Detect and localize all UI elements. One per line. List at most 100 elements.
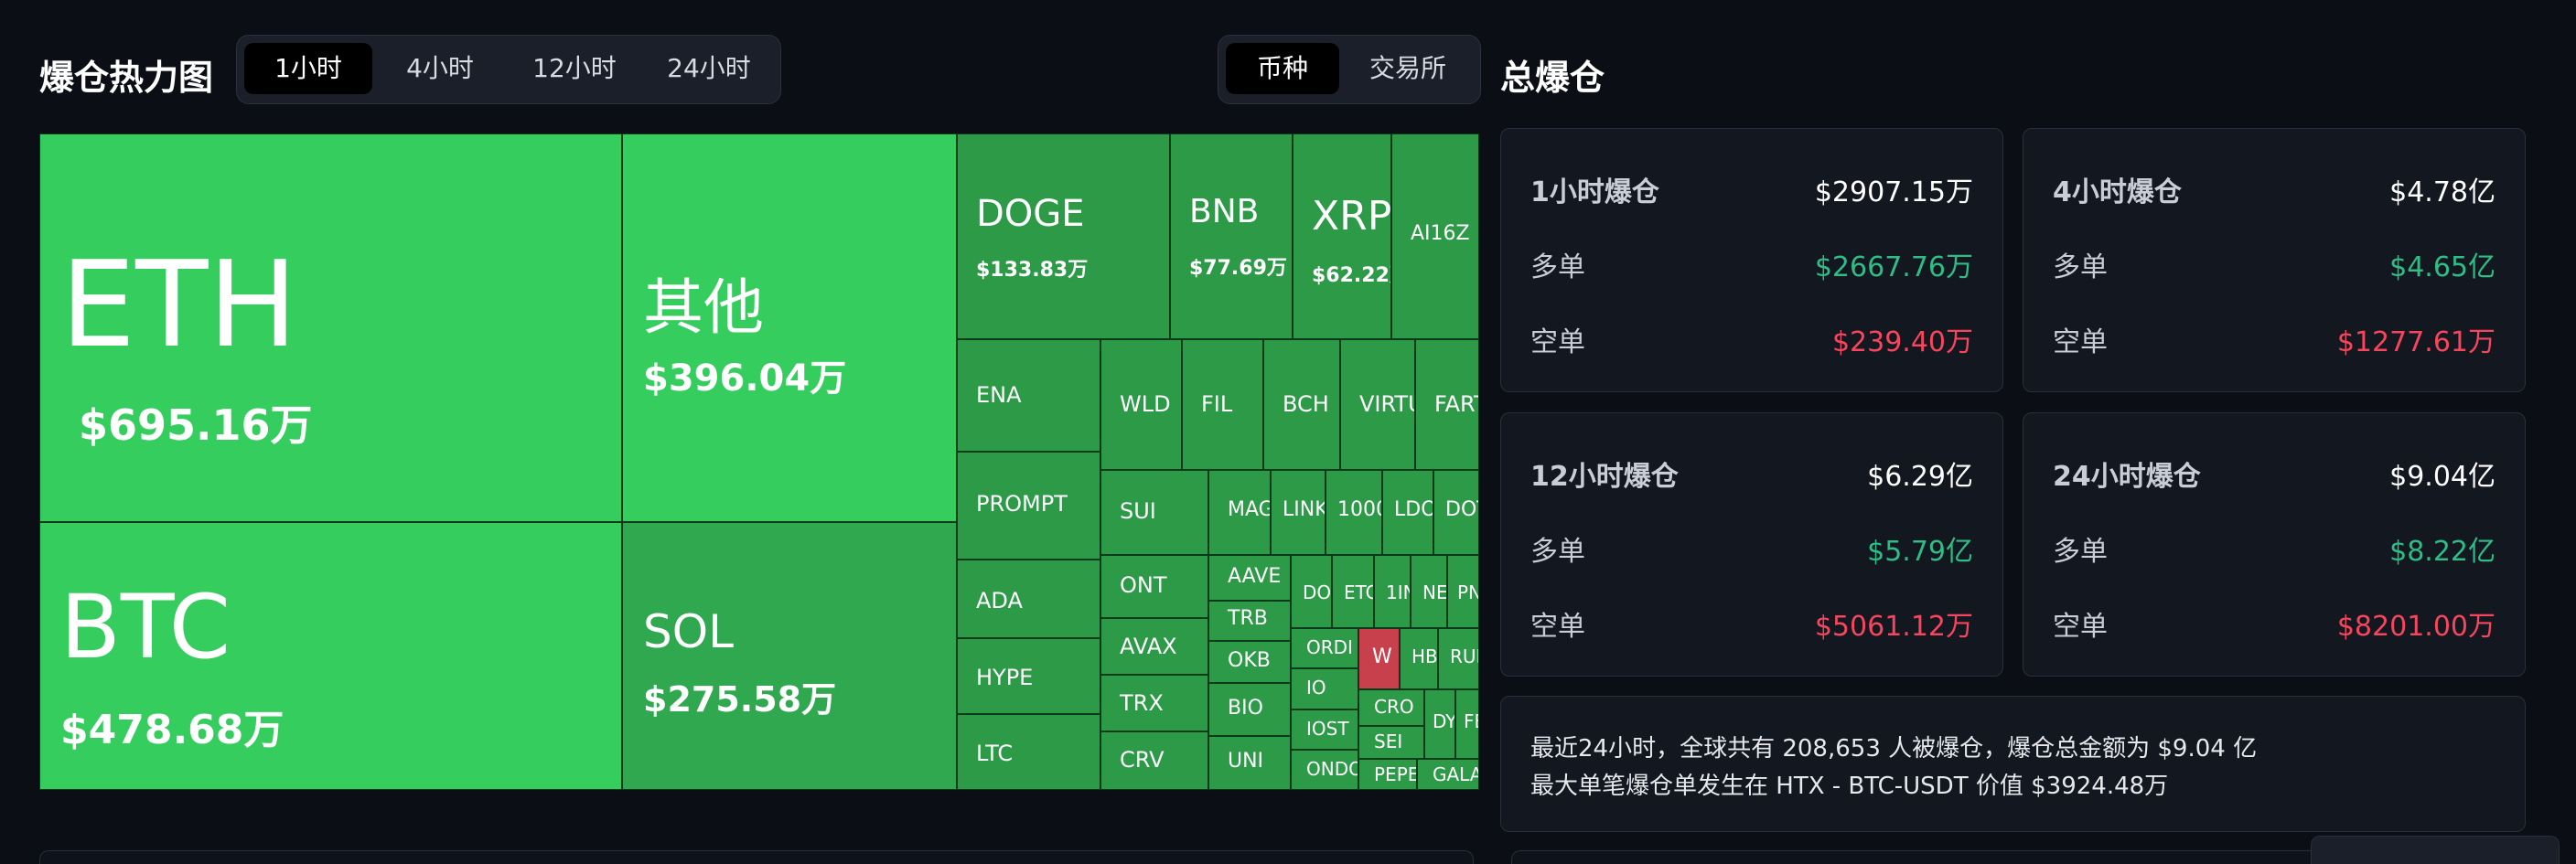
long-value: $5.79亿 <box>1867 536 1973 568</box>
heatmap-tile-doge[interactable]: DOGE $133.83万 <box>957 133 1170 339</box>
heatmap-tile-fil[interactable]: FIL <box>1182 339 1263 470</box>
tile-symbol: 1INCH <box>1386 581 1410 603</box>
heatmap-tile-sui[interactable]: SUI <box>1100 470 1208 555</box>
heatmap-tile-ont[interactable]: ONT <box>1100 555 1208 618</box>
heatmap-tile-io[interactable]: IO <box>1291 668 1358 709</box>
period-label: 4小时爆仓 <box>2053 176 2182 208</box>
liquidation-heatmap: ETH $695.16万 BTC $478.68万 其他 $396.04万 SOL $275.… <box>39 133 1479 790</box>
heatmap-tile-iost[interactable]: IOST <box>1291 709 1358 750</box>
heatmap-tile-okb[interactable]: OKB <box>1208 641 1291 683</box>
tile-symbol: SOL <box>643 605 734 658</box>
heatmap-tile-pepe[interactable]: PEPE <box>1358 759 1417 790</box>
heatmap-tile-pnut[interactable]: PNUT <box>1447 555 1479 628</box>
tab-coin[interactable]: 币种 <box>1226 43 1339 94</box>
heatmap-tile-avax[interactable]: AVAX <box>1100 618 1208 675</box>
tile-symbol: NEAR <box>1422 581 1447 603</box>
note-line-2: 最大单笔爆仓单发生在 HTX - BTC-USDT 价值 $3924.48万 <box>1530 773 2169 800</box>
tab-4h[interactable]: 4小时 <box>406 53 474 83</box>
short-value: $239.40万 <box>1831 326 1973 358</box>
heatmap-tile-sei[interactable]: SEI <box>1358 726 1424 759</box>
tile-symbol: BNB <box>1189 193 1260 230</box>
note-line-1: 最近24小时，全球共有 208,653 人被爆仓，爆仓总金额为 $9.04 亿 <box>1530 735 2258 763</box>
summary-title: 总爆仓 <box>1500 58 1605 98</box>
heatmap-tile-crv[interactable]: CRV <box>1100 731 1208 790</box>
tile-symbol: AAVE <box>1228 565 1282 588</box>
group-by-tabs: 币种 交易所 <box>1218 35 1481 104</box>
heatmap-tile-gala[interactable]: GALA <box>1417 759 1479 790</box>
heatmap-tile-trx[interactable]: TRX <box>1100 675 1208 731</box>
tile-symbol: HBAR <box>1411 645 1438 667</box>
heatmap-tile-eth[interactable]: ETH $695.16万 <box>39 133 622 522</box>
tile-symbol: 1000PEPE <box>1337 498 1381 521</box>
heatmap-tile-dot[interactable]: DOT <box>1433 470 1479 555</box>
heatmap-tile-near[interactable]: NEAR <box>1411 555 1447 628</box>
short-label: 空单 <box>2053 611 2108 643</box>
tile-symbol: ENA <box>976 382 1022 408</box>
heatmap-tile-link[interactable]: LINK <box>1271 470 1326 555</box>
heatmap-tile-fartcoin[interactable]: FARTCOIN <box>1415 339 1479 470</box>
heatmap-tile-rune[interactable]: RUNE <box>1438 628 1479 689</box>
tile-symbol: UNI <box>1228 750 1264 773</box>
tile-symbol: LDO <box>1394 498 1433 521</box>
heatmap-tile-ondo[interactable]: ONDO <box>1291 750 1358 790</box>
summary-card-1h: 1小时爆仓 $2907.15万 多单 $2667.76万 空单 $239.40万 <box>1500 128 2003 392</box>
heatmap-tile-fet[interactable]: FET <box>1455 689 1479 759</box>
heatmap-tile-ltc[interactable]: LTC <box>957 714 1100 790</box>
heatmap-tile-uni[interactable]: UNI <box>1208 736 1291 790</box>
short-value: $1277.61万 <box>2336 326 2496 358</box>
tab-1h[interactable]: 1小时 <box>244 43 372 94</box>
tile-symbol: ONT <box>1120 572 1167 598</box>
heatmap-tile-bch[interactable]: BCH <box>1263 339 1340 470</box>
heatmap-tile-trb[interactable]: TRB <box>1208 601 1291 641</box>
heatmap-tile-hype[interactable]: HYPE <box>957 638 1100 714</box>
heatmap-tile-w[interactable]: W <box>1358 628 1400 689</box>
heatmap-tile-cro[interactable]: CRO <box>1358 689 1424 726</box>
heatmap-tile-wld[interactable]: WLD <box>1100 339 1182 470</box>
tile-symbol: DOT <box>1445 498 1478 521</box>
tile-symbol: BIO <box>1228 697 1263 720</box>
heatmap-tile-etc[interactable]: ETC <box>1332 555 1374 628</box>
tab-12h[interactable]: 12小时 <box>532 53 617 83</box>
heatmap-tile-1000pepe[interactable]: 1000PEPE <box>1326 470 1382 555</box>
heatmap-tile-xrp[interactable]: XRP $62.22万 <box>1293 133 1391 339</box>
tab-exchange[interactable]: 交易所 <box>1368 53 1446 83</box>
tile-symbol: AVAX <box>1120 634 1177 659</box>
tile-symbol: HYPE <box>976 665 1034 690</box>
heatmap-tile-hbar[interactable]: HBAR <box>1400 628 1438 689</box>
long-label: 多单 <box>1530 536 1585 568</box>
tile-symbol: IOST <box>1306 718 1349 740</box>
period-label: 12小时爆仓 <box>1530 461 1679 493</box>
heatmap-tile-其他[interactable]: 其他 $396.04万 <box>622 133 957 522</box>
lower-panel <box>39 850 1474 864</box>
tile-symbol: TRX <box>1120 690 1164 716</box>
heatmap-tile-btc[interactable]: BTC $478.68万 <box>39 522 622 790</box>
tile-symbol: FET <box>1464 710 1478 732</box>
floating-widget[interactable] <box>2311 836 2560 864</box>
heatmap-tile-bnb[interactable]: BNB $77.69万 <box>1170 133 1293 339</box>
heatmap-tile-ldo[interactable]: LDO <box>1382 470 1433 555</box>
heatmap-tile-virtual[interactable]: VIRTUAL <box>1340 339 1415 470</box>
long-value: $8.22亿 <box>2389 536 2496 568</box>
heatmap-tile-ai16z[interactable]: AI16Z <box>1391 133 1479 339</box>
heatmap-tile-magic[interactable]: MAGIC <box>1208 470 1271 555</box>
heatmap-tile-sol[interactable]: SOL $275.58万 <box>622 522 957 790</box>
heatmap-tile-dydx[interactable]: DYDX <box>1424 689 1455 759</box>
tab-24h[interactable]: 24小时 <box>667 53 751 83</box>
heatmap-tile-ordi[interactable]: ORDI <box>1291 628 1358 668</box>
tile-symbol: TRB <box>1228 607 1268 630</box>
tile-symbol: MAGIC <box>1228 498 1270 521</box>
tile-symbol: RUNE <box>1450 645 1478 667</box>
heatmap-tile-ena[interactable]: ENA <box>957 339 1100 452</box>
tile-symbol: CRV <box>1120 747 1165 773</box>
tile-value: $396.04万 <box>643 357 847 400</box>
tile-symbol: LTC <box>976 741 1014 766</box>
heatmap-tile-ada[interactable]: ADA <box>957 560 1100 638</box>
tile-symbol: IO <box>1306 677 1326 699</box>
heatmap-tile-aave[interactable]: AAVE <box>1208 555 1291 601</box>
heatmap-tile-1inch[interactable]: 1INCH <box>1374 555 1411 628</box>
heatmap-tile-bio[interactable]: BIO <box>1208 683 1291 736</box>
tile-symbol: VIRTUAL <box>1359 391 1414 417</box>
heatmap-tile-prompt[interactable]: PROMPT <box>957 452 1100 560</box>
tile-symbol: FIL <box>1201 391 1233 417</box>
heatmap-tile-dogs[interactable]: DOGS <box>1291 555 1332 628</box>
